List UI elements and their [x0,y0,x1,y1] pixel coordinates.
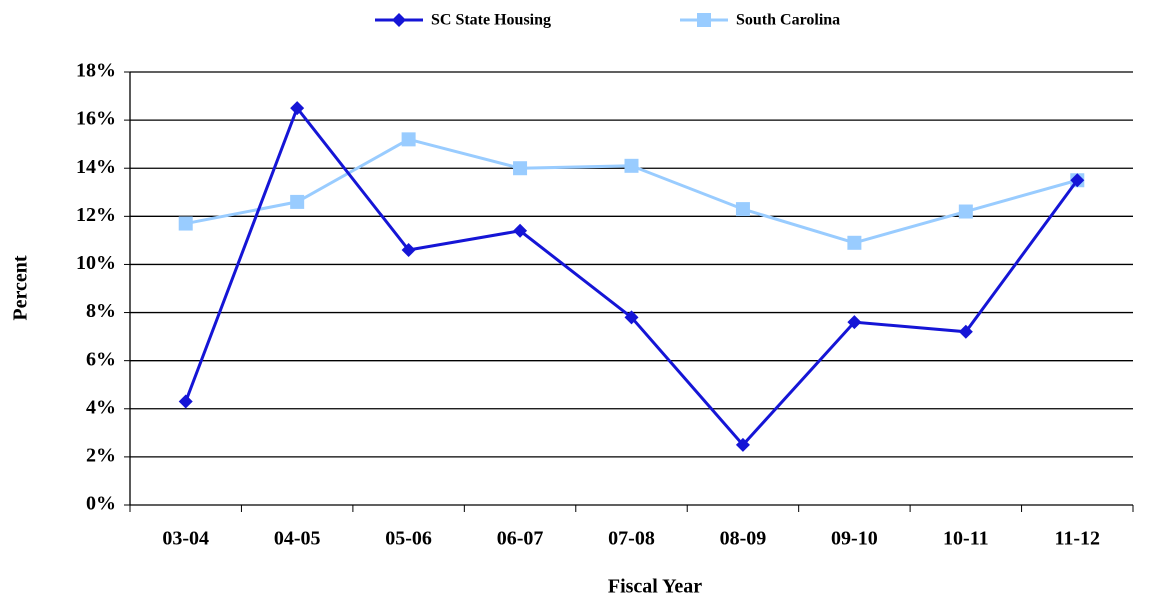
point [847,315,862,330]
y-axis-label: Percent [10,255,32,320]
point [513,223,528,238]
legend-label: South Carolina [736,12,840,29]
point [178,216,193,231]
point [624,158,639,173]
point [735,437,750,452]
point [401,243,416,258]
point [290,101,305,116]
x-tick-label: 03-04 [162,528,209,550]
x-tick-label: 09-10 [831,528,878,550]
y-tick-label: 12% [76,204,116,226]
y-tick-label: 10% [76,252,116,274]
legend-label: SC State Housing [431,12,551,29]
x-axis-label: Fiscal Year [608,576,702,598]
y-tick-label: 2% [86,444,116,466]
point [958,324,973,339]
x-tick-label: 05-06 [385,528,432,550]
point [847,235,862,250]
legend-marker [697,13,711,27]
y-tick-label: 16% [76,108,116,130]
x-tick-label: 07-08 [608,528,655,550]
x-tick-label: 06-07 [497,528,544,550]
x-tick-label: 11-12 [1054,528,1100,550]
y-tick-label: 8% [86,300,116,322]
point [513,161,528,176]
x-tick-label: 08-09 [720,528,767,550]
point [624,310,639,325]
y-tick-label: 4% [86,396,116,418]
point [290,194,305,209]
series-line [184,105,1079,448]
point [1070,173,1085,188]
x-tick-label: 04-05 [274,528,321,550]
y-tick-label: 18% [76,60,116,82]
y-tick-label: 6% [86,348,116,370]
y-tick-label: 0% [86,493,116,515]
series-line [185,137,1078,245]
x-tick-label: 10-11 [943,528,989,550]
point [401,132,416,147]
point [178,394,193,409]
legend-marker [392,13,406,27]
point [958,204,973,219]
y-tick-label: 14% [76,156,116,178]
point [735,202,750,217]
